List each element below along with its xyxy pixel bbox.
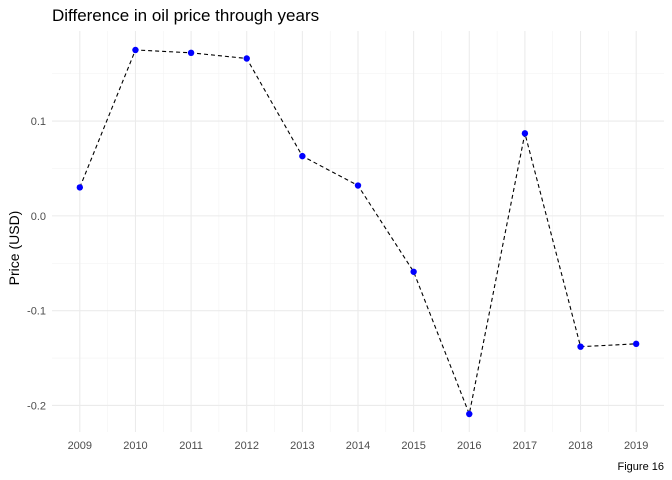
y-tick-label: -0.1 — [27, 306, 46, 318]
x-tick-label: 2013 — [290, 440, 314, 452]
x-tick-label: 2010 — [123, 440, 147, 452]
grid — [52, 31, 664, 432]
data-point — [354, 182, 362, 189]
data-point — [299, 152, 306, 160]
y-tick-label: 0.1 — [31, 116, 46, 128]
x-tick-label: 2012 — [234, 440, 258, 452]
x-tick-label: 2015 — [401, 440, 425, 452]
y-axis-label: Price (USD) — [6, 211, 22, 286]
x-tick-label: 2014 — [346, 440, 370, 452]
figure-caption: Figure 16 — [618, 461, 664, 473]
x-tick-label: 2011 — [179, 440, 203, 452]
chart-title: Difference in oil price through years — [52, 6, 319, 25]
x-tick-label: 2016 — [457, 440, 481, 452]
data-point — [577, 343, 584, 350]
data-point — [76, 184, 84, 191]
y-axis-ticks: -0.2 -0.1 0.0 0.1 — [27, 116, 46, 412]
data-point — [410, 268, 417, 275]
x-tick-label: 2019 — [624, 440, 648, 452]
data-point — [132, 46, 139, 54]
x-tick-label: 2009 — [68, 440, 92, 452]
x-axis-ticks: 2009 2010 2011 2012 2013 2014 2015 2016 2017 2018… — [68, 440, 649, 452]
series-layer — [76, 46, 640, 418]
x-tick-label: 2018 — [568, 440, 592, 452]
x-tick-label: 2017 — [513, 440, 537, 452]
data-point — [466, 410, 473, 418]
data-point — [243, 55, 250, 62]
y-tick-label: 0.0 — [31, 211, 46, 223]
data-point — [187, 49, 195, 57]
data-point — [521, 130, 529, 137]
data-point — [632, 340, 640, 348]
y-tick-label: -0.2 — [27, 400, 46, 412]
